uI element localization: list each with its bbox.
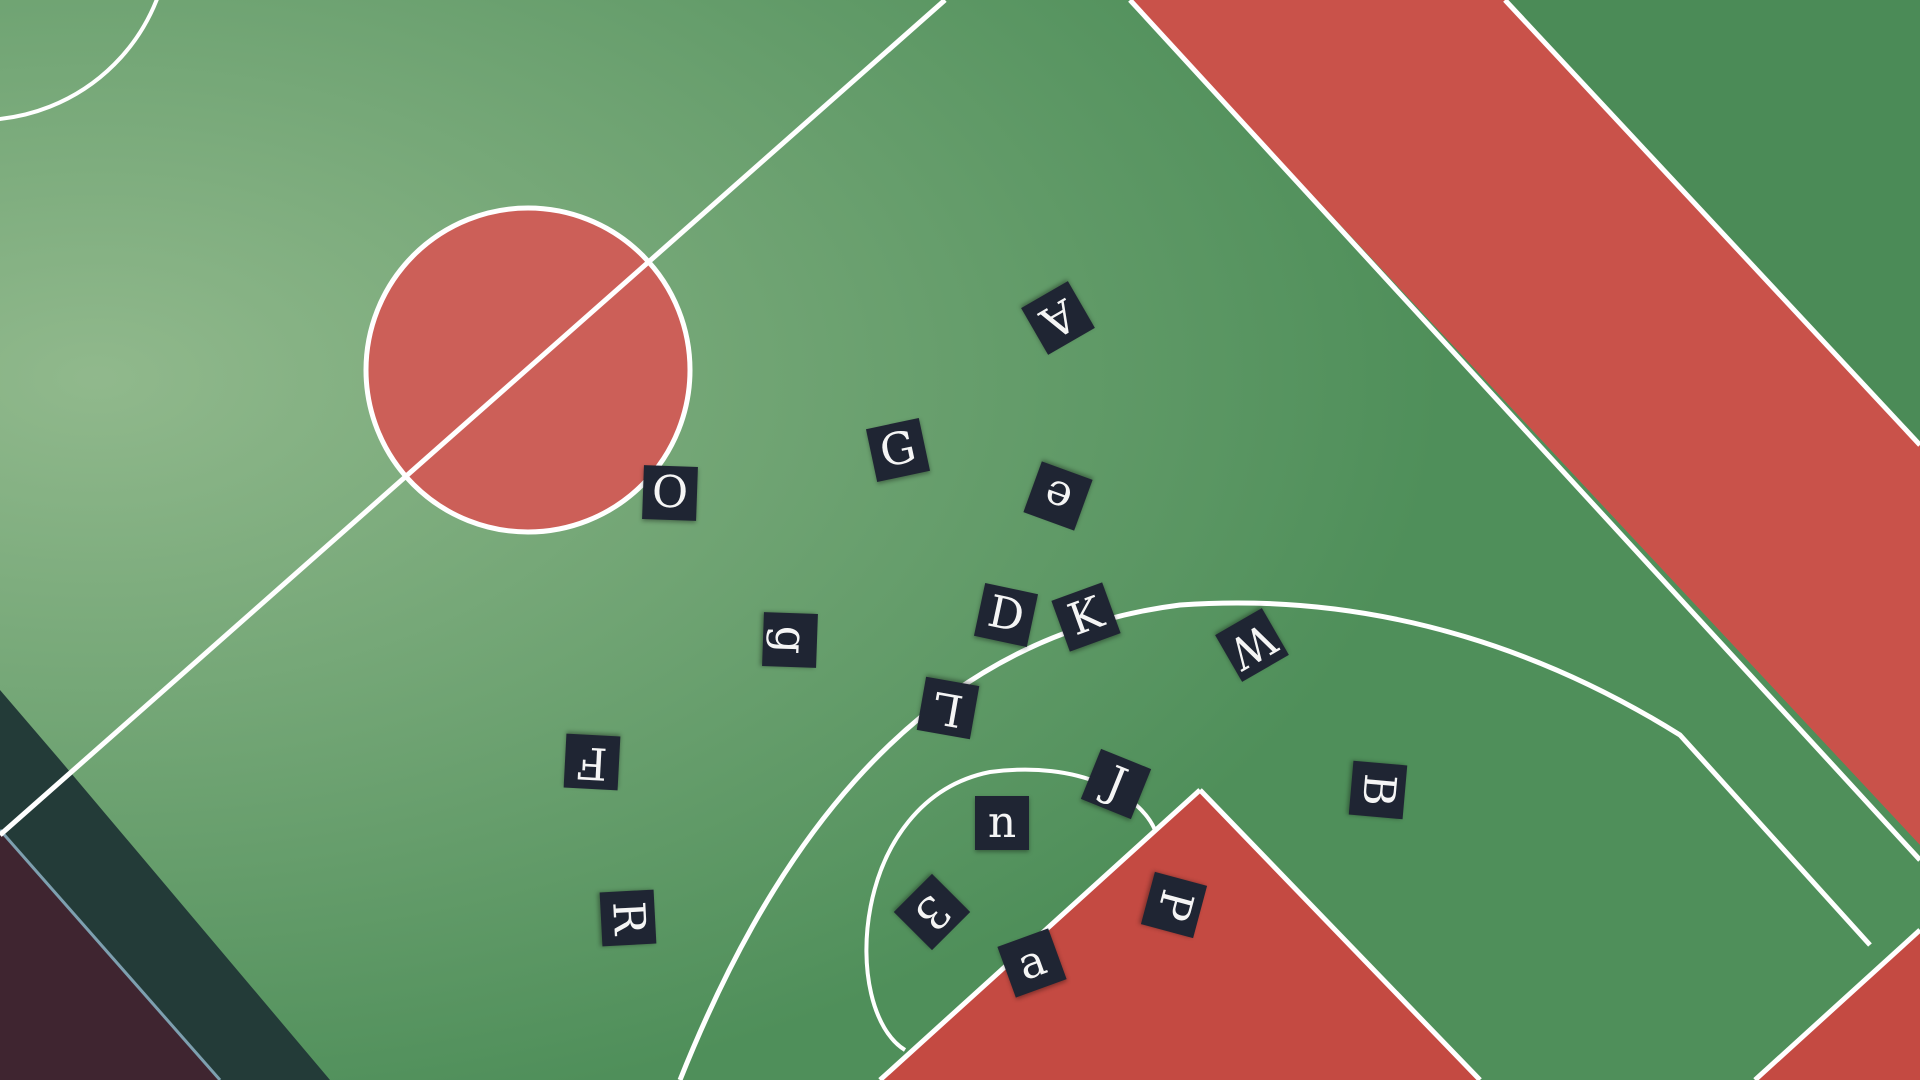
- letter-tile-R: R: [599, 889, 657, 947]
- red-key-bottom: [880, 790, 1480, 1080]
- baseline: [1753, 928, 1920, 1080]
- letter-tile-O: O: [642, 465, 698, 521]
- letter-tile-L: L: [916, 676, 980, 740]
- lane-line: [1503, 0, 1920, 447]
- letter-tile-D: D: [973, 582, 1039, 648]
- three-point-arc: [677, 600, 1872, 1080]
- letter-tile-n: n: [975, 796, 1029, 850]
- red-lane-top-right: [1130, 0, 1920, 845]
- lane-line: [1128, 0, 1920, 862]
- letter-tile-F: F: [563, 733, 621, 791]
- letter-tile-g: g: [762, 612, 818, 668]
- half-court-line: [0, 0, 947, 837]
- corner-line: [0, 829, 222, 1080]
- letter-tile-G: G: [865, 417, 931, 483]
- letter-tile-B: B: [1348, 760, 1408, 820]
- key-line: [1198, 788, 1482, 1080]
